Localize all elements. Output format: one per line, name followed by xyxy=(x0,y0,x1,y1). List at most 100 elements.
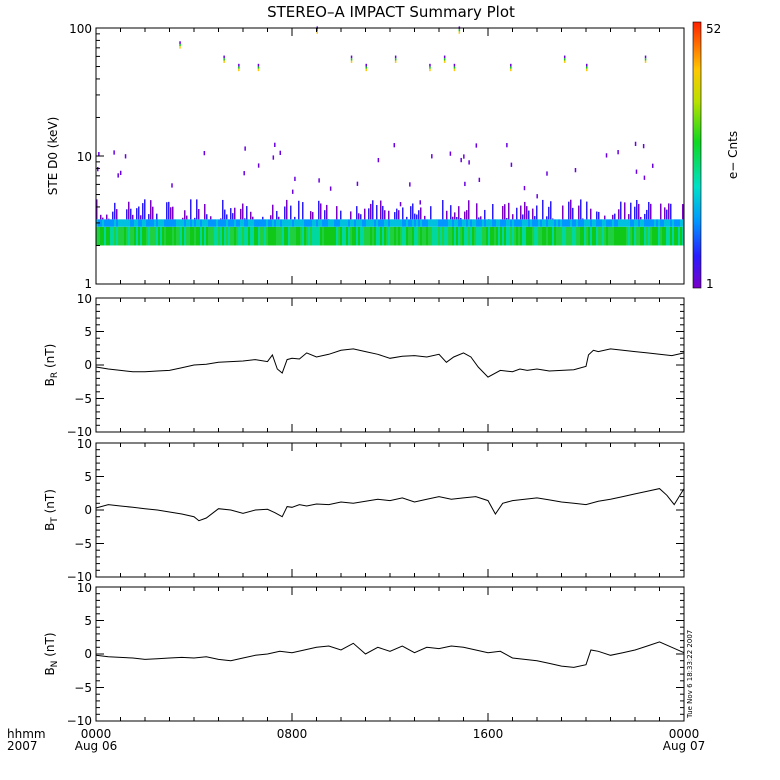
spectrogram-cell xyxy=(108,219,110,227)
spectrogram-cell xyxy=(257,66,260,69)
spectrogram-cell xyxy=(119,170,122,176)
br-y-axis-label: BR (nT) xyxy=(43,344,60,387)
spectrogram-cell xyxy=(484,226,486,246)
spectrogram-cell xyxy=(528,226,530,246)
spectrogram-cell xyxy=(365,63,367,67)
spectrogram-cell xyxy=(460,218,462,220)
spectrogram-cell xyxy=(396,219,398,227)
spectrogram-cell xyxy=(624,226,626,246)
spectrogram-cell xyxy=(216,219,218,227)
spectrogram-cell xyxy=(194,217,196,220)
spectrogram-cell xyxy=(584,226,586,246)
spectrogram-cell xyxy=(588,226,590,246)
spectrogram-cell xyxy=(536,226,538,246)
br-y-tick-label: 0 xyxy=(84,358,92,372)
spectrogram-cell xyxy=(594,226,596,246)
spectrogram-cell xyxy=(554,219,556,227)
spectrogram-cell xyxy=(230,219,232,227)
spectrogram-cell xyxy=(314,219,316,227)
spectrogram-cell xyxy=(152,226,154,246)
spectrogram-cell xyxy=(644,219,646,227)
spectrogram-cell xyxy=(116,226,118,246)
spectrogram-cell xyxy=(534,216,536,220)
spectrogram-cell xyxy=(220,226,222,246)
spectrogram-cell xyxy=(110,226,112,246)
spectrogram-cell xyxy=(518,226,520,246)
spectrogram-cell xyxy=(546,226,548,246)
spectrogram-cell xyxy=(224,209,226,220)
spectrogram-cell xyxy=(358,213,360,220)
spectrogram-cell xyxy=(656,226,658,246)
spectrogram-cell xyxy=(234,219,236,227)
spectrogram-cell xyxy=(550,226,552,246)
spectrogram-cell xyxy=(298,219,300,227)
spectrogram-cell xyxy=(518,219,520,227)
spectrogram-cell xyxy=(586,68,588,72)
spectrogram-cell xyxy=(478,177,481,183)
spectrogram-cell xyxy=(416,219,418,227)
spectrogram-cell xyxy=(422,226,424,246)
spectrogram-cell xyxy=(563,55,566,59)
spectrogram-cell xyxy=(378,226,380,246)
spectrogram-cell xyxy=(504,226,506,246)
spectrogram-cell xyxy=(442,219,444,227)
spectrogram-cell xyxy=(616,219,618,227)
spectrogram-cell xyxy=(464,219,466,227)
spectrogram-cell xyxy=(602,226,604,246)
spectrogram-cell xyxy=(166,226,168,246)
spectrogram-cell xyxy=(582,218,584,220)
spectrogram-cell xyxy=(508,202,510,220)
spectrogram-cell xyxy=(340,219,342,227)
spectrogram-cell xyxy=(526,206,528,220)
spectrogram-cell xyxy=(498,219,500,227)
spectrogram-cell xyxy=(218,219,220,227)
spectrogram-cell xyxy=(454,219,456,227)
spectrogram-cell xyxy=(580,219,582,227)
spec-y-tick-label-100: 100 xyxy=(69,22,92,36)
spectrogram-cell xyxy=(530,226,532,246)
spectrogram-cell xyxy=(468,200,470,220)
spectrogram-cell xyxy=(278,219,280,227)
spectrogram-cell xyxy=(344,226,346,246)
spectrogram-cell xyxy=(666,209,668,220)
spectrogram-cell xyxy=(246,226,248,246)
spectrogram-cell xyxy=(188,226,190,246)
spectrogram-cell xyxy=(148,219,150,227)
spectrogram-cell xyxy=(660,203,662,220)
spectrogram-cell xyxy=(436,226,438,246)
spectrogram-cell xyxy=(650,219,652,227)
spectrogram-cell xyxy=(179,43,181,47)
spectrogram-cell xyxy=(474,226,476,246)
spectrogram-cell xyxy=(576,226,578,246)
spectrogram-cell xyxy=(542,199,544,220)
spectrogram-cell xyxy=(520,205,522,220)
spectrogram-cell xyxy=(504,219,506,227)
spectrogram-cell xyxy=(279,150,282,155)
spectrogram-cell xyxy=(388,219,390,227)
spectrogram-cell xyxy=(176,219,178,227)
spectrogram-cell xyxy=(130,226,132,246)
spectrogram-cell xyxy=(124,154,127,159)
spectrogram-cell xyxy=(360,219,362,227)
spectrogram-cell xyxy=(236,226,238,246)
spectrogram-cell xyxy=(418,219,420,227)
spectrogram-cell xyxy=(300,219,302,227)
spectrogram-cell xyxy=(612,219,614,227)
spectrogram-cell xyxy=(152,219,154,227)
spectrogram-cell xyxy=(422,219,424,227)
spectrogram-cell xyxy=(442,200,444,220)
spectrogram-cell xyxy=(164,226,166,246)
spectrogram-cell xyxy=(450,205,452,220)
spectrogram-cell xyxy=(146,219,148,227)
spectrogram-cell xyxy=(312,219,314,227)
spectrogram-cell xyxy=(480,226,482,246)
spectrogram-cell xyxy=(104,219,106,227)
spectrogram-cell xyxy=(572,226,574,246)
spectrogram-cell xyxy=(186,226,188,246)
spectrogram-cell xyxy=(392,219,394,227)
spectrogram-cell xyxy=(428,226,430,246)
spectrogram-cell xyxy=(429,68,431,72)
spectrogram-cell xyxy=(276,226,278,246)
spectrogram-cell xyxy=(236,219,238,227)
spectrogram-cell xyxy=(458,226,460,246)
